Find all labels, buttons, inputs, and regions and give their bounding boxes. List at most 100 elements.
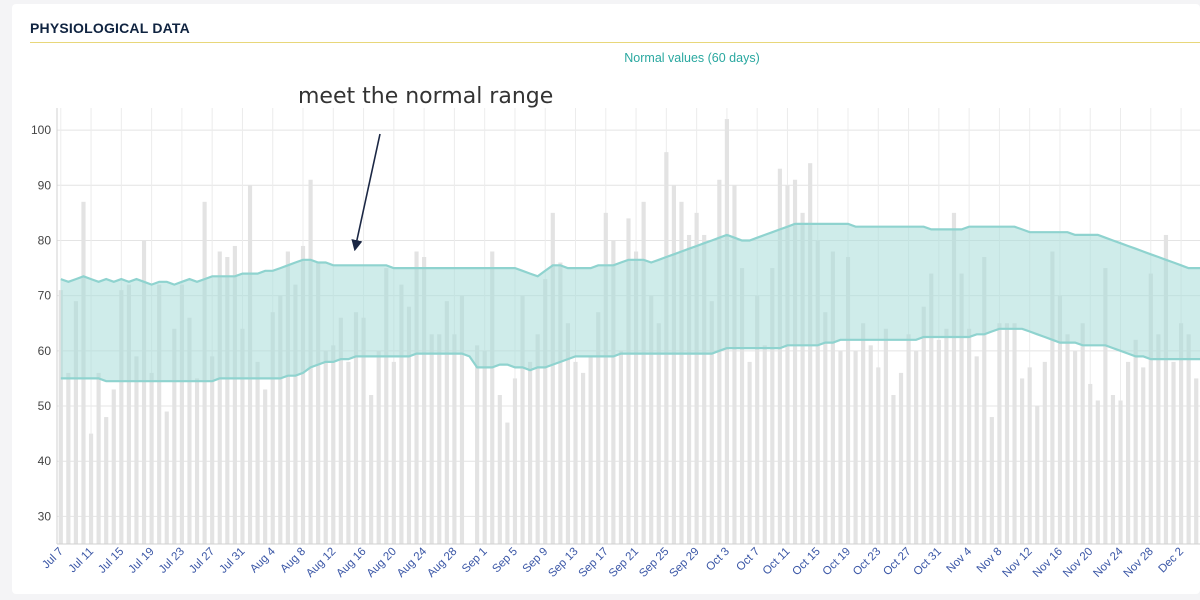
data-bar[interactable]	[399, 284, 404, 544]
data-bar[interactable]	[868, 345, 873, 544]
data-bar[interactable]	[1110, 394, 1116, 544]
data-bar[interactable]	[505, 422, 510, 544]
data-bar[interactable]	[967, 328, 972, 544]
data-bar[interactable]	[581, 372, 586, 544]
data-bar[interactable]	[717, 179, 722, 545]
data-bar[interactable]	[194, 378, 200, 544]
data-bar[interactable]	[550, 212, 555, 544]
legend-label[interactable]: Normal values (60 days)	[624, 51, 759, 65]
data-bar[interactable]	[770, 268, 775, 544]
data-bar[interactable]	[785, 185, 790, 545]
data-bar[interactable]	[1095, 400, 1100, 544]
data-bar[interactable]	[1050, 251, 1055, 545]
data-bar[interactable]	[232, 245, 237, 545]
data-bar[interactable]	[104, 417, 109, 544]
data-bar[interactable]	[1004, 323, 1010, 544]
data-bar[interactable]	[414, 251, 419, 545]
data-bar[interactable]	[989, 417, 994, 544]
data-bar[interactable]	[997, 323, 1002, 544]
data-bar[interactable]	[732, 185, 737, 545]
data-bar[interactable]	[982, 257, 987, 544]
data-bar[interactable]	[406, 306, 412, 544]
data-bar[interactable]	[702, 234, 707, 544]
data-bar[interactable]	[157, 284, 162, 544]
data-bar[interactable]	[1163, 234, 1169, 544]
data-bar[interactable]	[164, 411, 169, 544]
data-bar[interactable]	[686, 234, 692, 544]
data-bar[interactable]	[1156, 334, 1161, 544]
data-bar[interactable]	[921, 306, 926, 544]
data-bar[interactable]	[1080, 323, 1085, 544]
data-bar[interactable]	[808, 163, 813, 544]
data-bar[interactable]	[475, 345, 480, 544]
data-bar[interactable]	[944, 328, 949, 544]
data-bar[interactable]	[1065, 334, 1070, 544]
data-bar[interactable]	[210, 356, 215, 544]
data-bar[interactable]	[974, 356, 979, 544]
data-bar[interactable]	[353, 312, 359, 544]
data-bar[interactable]	[316, 262, 321, 544]
data-bar[interactable]	[762, 345, 767, 544]
data-bar[interactable]	[951, 212, 957, 544]
data-bar[interactable]	[497, 394, 502, 544]
data-bar[interactable]	[179, 284, 184, 544]
data-bar[interactable]	[1133, 339, 1138, 544]
data-bar[interactable]	[573, 361, 578, 544]
data-bar[interactable]	[391, 361, 396, 544]
data-bar[interactable]	[611, 240, 616, 545]
data-bar[interactable]	[134, 356, 139, 544]
data-bar[interactable]	[694, 212, 699, 544]
data-bar[interactable]	[679, 201, 684, 544]
data-bar[interactable]	[603, 212, 608, 544]
data-bar[interactable]	[1178, 323, 1184, 544]
data-bar[interactable]	[384, 268, 389, 544]
data-bar[interactable]	[876, 367, 881, 544]
data-bar[interactable]	[490, 251, 495, 545]
data-bar[interactable]	[861, 323, 866, 544]
data-bar[interactable]	[641, 201, 646, 544]
data-bar[interactable]	[1148, 273, 1153, 544]
data-bar[interactable]	[1027, 367, 1032, 544]
data-bar[interactable]	[285, 251, 290, 545]
data-bar[interactable]	[1194, 378, 1199, 544]
data-bar[interactable]	[1141, 367, 1146, 544]
data-bar[interactable]	[747, 361, 752, 544]
data-bar[interactable]	[588, 356, 593, 544]
data-bar[interactable]	[883, 328, 888, 544]
data-bar[interactable]	[618, 350, 624, 544]
data-bar[interactable]	[482, 350, 487, 544]
data-bar[interactable]	[66, 372, 71, 544]
data-bar[interactable]	[73, 301, 79, 544]
data-bar[interactable]	[535, 334, 540, 544]
data-bar[interactable]	[1186, 334, 1191, 544]
data-bar[interactable]	[853, 350, 858, 544]
data-bar[interactable]	[898, 372, 904, 544]
data-bar[interactable]	[58, 290, 63, 544]
data-bar[interactable]	[452, 334, 457, 544]
data-bar[interactable]	[459, 295, 465, 544]
data-bar[interactable]	[1171, 361, 1176, 544]
data-bar[interactable]	[1126, 361, 1131, 544]
data-bar[interactable]	[217, 251, 222, 545]
data-bar[interactable]	[270, 312, 275, 544]
data-bar[interactable]	[671, 185, 676, 545]
data-bar[interactable]	[1103, 268, 1108, 544]
data-bar[interactable]	[709, 301, 714, 544]
data-bar[interactable]	[225, 257, 230, 544]
data-bar[interactable]	[1035, 406, 1040, 544]
data-bar[interactable]	[346, 361, 351, 544]
data-bar[interactable]	[240, 328, 245, 544]
data-bar[interactable]	[429, 334, 434, 544]
data-bar[interactable]	[444, 301, 449, 544]
data-bar[interactable]	[119, 290, 124, 544]
data-bar[interactable]	[823, 312, 828, 544]
data-bar[interactable]	[172, 328, 177, 544]
data-bar[interactable]	[565, 323, 571, 544]
data-bar[interactable]	[800, 212, 805, 544]
data-bar[interactable]	[891, 394, 896, 544]
data-bar[interactable]	[1073, 350, 1078, 544]
data-bar[interactable]	[914, 350, 919, 544]
data-bar[interactable]	[815, 240, 820, 545]
data-bar[interactable]	[255, 361, 260, 544]
data-bar[interactable]	[512, 378, 518, 544]
